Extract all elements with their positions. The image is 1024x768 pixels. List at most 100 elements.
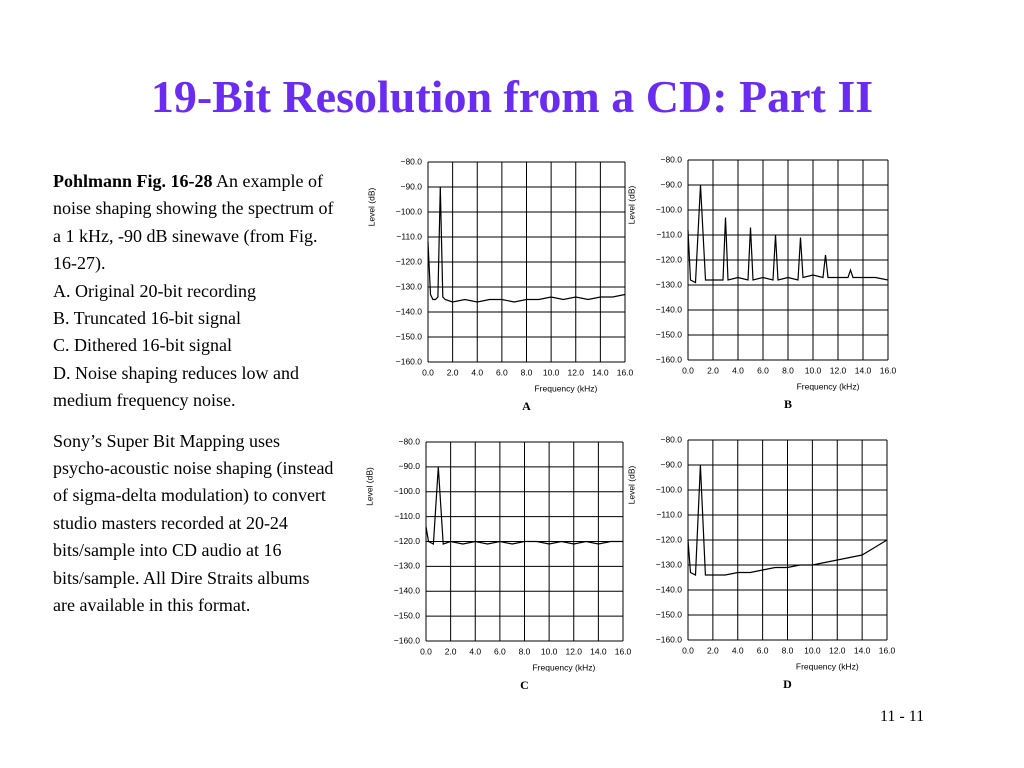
- x-tick-label: 12.0: [565, 646, 582, 656]
- x-tick-label: 0.0: [682, 365, 694, 375]
- x-tick-label: 8.0: [782, 645, 794, 655]
- x-axis-label: Frequency (kHz): [534, 383, 597, 393]
- spectrum-line: [425, 466, 623, 545]
- y-tick-label: −110.0: [396, 231, 422, 241]
- y-axis-label: Level (dB): [626, 185, 636, 224]
- x-tick-label: 14.0: [855, 365, 872, 375]
- y-tick-label: −150.0: [656, 609, 683, 619]
- item: A. Original 20-bit recording: [53, 280, 256, 301]
- x-tick-label: 0.0: [422, 367, 434, 377]
- panel-label: A: [522, 399, 531, 413]
- panel-label: B: [784, 397, 792, 411]
- y-tick-label: −100.0: [396, 206, 423, 216]
- x-tick-label: 4.0: [732, 365, 744, 375]
- y-tick-label: −80.0: [660, 154, 682, 164]
- item: B. Truncated 16-bit signal: [53, 308, 241, 329]
- y-tick-label: −110.0: [656, 509, 682, 519]
- y-axis-label: Level (dB): [626, 465, 636, 504]
- x-tick-label: 2.0: [707, 365, 719, 375]
- x-tick-label: 0.0: [682, 645, 694, 655]
- y-tick-label: −100.0: [656, 204, 683, 214]
- y-axis-label: Level (dB): [364, 467, 374, 506]
- y-tick-label: −90.0: [660, 459, 682, 469]
- y-tick-label: −90.0: [398, 461, 420, 471]
- x-tick-label: 12.0: [829, 645, 846, 655]
- caption-text: An example of noise shaping showing the …: [53, 171, 334, 274]
- x-tick-label: 14.0: [854, 645, 871, 655]
- x-tick-label: 16.0: [615, 646, 632, 656]
- source: Pohlmann Fig. 16-28: [53, 171, 213, 191]
- caption: Pohlmann Fig. 16-28 An example of noise …: [53, 168, 335, 415]
- x-tick-label: 2.0: [447, 367, 459, 377]
- y-tick-label: −110.0: [656, 229, 682, 239]
- x-tick-label: 8.0: [782, 365, 794, 375]
- y-tick-label: −110.0: [394, 511, 420, 521]
- y-tick-label: −90.0: [400, 181, 422, 191]
- x-tick-label: 10.0: [541, 646, 558, 656]
- x-tick-label: 16.0: [879, 645, 896, 655]
- y-tick-label: −140.0: [394, 586, 421, 596]
- y-tick-label: −120.0: [394, 536, 421, 546]
- x-axis-label: Frequency (kHz): [532, 662, 595, 672]
- x-tick-label: 6.0: [757, 645, 769, 655]
- item: D. Noise shaping reduces low and medium …: [53, 362, 299, 411]
- x-tick-label: 6.0: [496, 367, 508, 377]
- x-tick-label: 2.0: [707, 645, 719, 655]
- spectrum-line: [687, 184, 889, 284]
- x-tick-label: 8.0: [519, 646, 531, 656]
- y-tick-label: −130.0: [656, 279, 683, 289]
- x-tick-label: 12.0: [567, 367, 584, 377]
- y-tick-label: −80.0: [400, 156, 422, 166]
- spectrum-line: [427, 186, 626, 303]
- y-tick-label: −100.0: [394, 486, 421, 496]
- page-number: 11 - 11: [880, 708, 925, 725]
- y-tick-label: −150.0: [394, 610, 421, 620]
- note: Sony’s Super Bit Mapping uses psycho-aco…: [53, 430, 334, 616]
- y-tick-label: −80.0: [660, 434, 682, 444]
- y-tick-label: −80.0: [398, 436, 420, 446]
- x-tick-label: 4.0: [469, 646, 481, 656]
- panel-label: D: [783, 677, 792, 691]
- item: C. Dithered 16-bit signal: [53, 335, 232, 356]
- panel-label: C: [520, 678, 529, 692]
- y-tick-label: −160.0: [396, 356, 423, 366]
- y-axis-label: Level (dB): [366, 187, 376, 226]
- x-tick-label: 4.0: [471, 367, 483, 377]
- y-tick-label: −160.0: [656, 634, 683, 644]
- x-tick-label: 8.0: [521, 367, 533, 377]
- slide-title: 19-Bit Resolution from a CD: Part II: [150, 71, 874, 122]
- y-tick-label: −100.0: [656, 484, 683, 494]
- x-tick-label: 10.0: [804, 645, 821, 655]
- x-tick-label: 12.0: [830, 365, 847, 375]
- y-tick-label: −140.0: [396, 306, 423, 316]
- x-tick-label: 2.0: [445, 646, 457, 656]
- x-axis-label: Frequency (kHz): [796, 661, 859, 671]
- x-axis-label: Frequency (kHz): [797, 381, 860, 391]
- y-tick-label: −160.0: [394, 635, 421, 645]
- y-tick-label: −130.0: [656, 559, 683, 569]
- y-tick-label: −160.0: [656, 354, 683, 364]
- x-tick-label: 6.0: [757, 365, 769, 375]
- y-tick-label: −120.0: [656, 534, 683, 544]
- y-tick-label: −130.0: [396, 281, 423, 291]
- x-tick-label: 14.0: [590, 646, 607, 656]
- x-tick-label: 4.0: [732, 645, 744, 655]
- y-tick-label: −150.0: [656, 329, 683, 339]
- x-tick-label: 10.0: [805, 365, 822, 375]
- y-tick-label: −150.0: [396, 331, 423, 341]
- y-tick-label: −140.0: [656, 584, 683, 594]
- y-tick-label: −140.0: [656, 304, 683, 314]
- spectrum-line: [687, 464, 888, 576]
- body-text: Pohlmann Fig. 16-28 An example of noise …: [53, 168, 335, 633]
- x-tick-label: 16.0: [617, 367, 634, 377]
- y-tick-label: −130.0: [394, 561, 421, 571]
- x-tick-label: 10.0: [543, 367, 560, 377]
- x-tick-label: 0.0: [420, 646, 432, 656]
- x-tick-label: 14.0: [592, 367, 609, 377]
- y-tick-label: −120.0: [656, 254, 683, 264]
- y-tick-label: −90.0: [660, 179, 682, 189]
- y-tick-label: −120.0: [396, 256, 423, 266]
- x-tick-label: 6.0: [494, 646, 506, 656]
